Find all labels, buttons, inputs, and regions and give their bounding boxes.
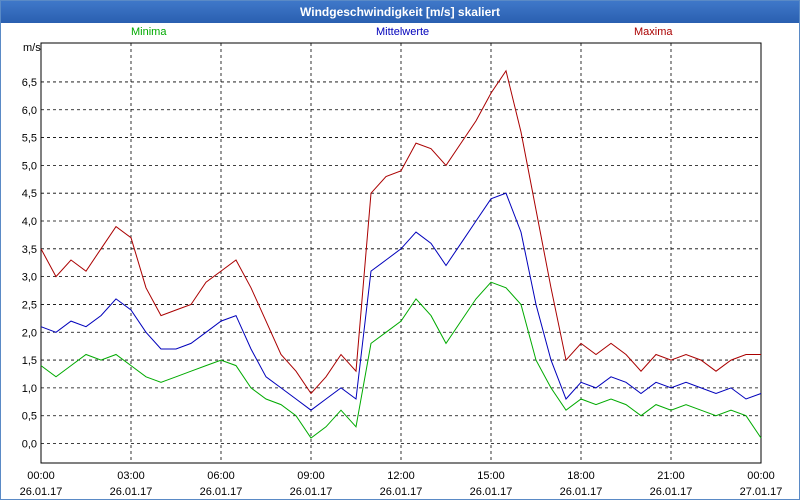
y-tick-label: 3,0	[22, 272, 37, 284]
x-tick-time: 12:00	[387, 470, 415, 482]
y-tick-label: 4,0	[22, 216, 37, 228]
series-line-maxima	[40, 69, 761, 395]
y-axis-label: m/s	[23, 42, 41, 54]
x-tick-date: 26.01.17	[650, 486, 693, 498]
x-tick-time: 03:00	[117, 470, 145, 482]
x-tick-date: 27.01.17	[740, 486, 783, 498]
x-tick-time: 18:00	[567, 470, 595, 482]
y-tick-label: 2,0	[22, 327, 37, 339]
y-tick-label: 5,0	[22, 160, 37, 172]
legend-maxima: Maxima	[634, 26, 673, 38]
legend-mittelwerte: Mittelwerte	[376, 26, 429, 38]
x-tick-time: 00:00	[27, 470, 55, 482]
y-tick-label: 1,5	[22, 355, 37, 367]
x-tick-time: 00:00	[747, 470, 775, 482]
legend-minima: Minima	[131, 26, 167, 38]
x-tick-time: 06:00	[207, 470, 235, 482]
x-tick-date: 26.01.17	[290, 486, 333, 498]
x-tick-date: 26.01.17	[470, 486, 513, 498]
x-tick-date: 26.01.17	[20, 486, 63, 498]
x-tick-date: 26.01.17	[560, 486, 603, 498]
x-tick-time: 21:00	[657, 470, 685, 482]
y-tick-label: 2,5	[22, 299, 37, 311]
y-tick-label: 0,5	[22, 411, 37, 423]
y-tick-label: 4,5	[22, 188, 37, 200]
y-tick-label: 6,5	[22, 77, 37, 89]
x-tick-time: 15:00	[477, 470, 505, 482]
y-tick-label: 3,5	[22, 244, 37, 256]
y-tick-label: 5,5	[22, 133, 37, 145]
series-line-mittelwerte	[40, 192, 762, 411]
y-tick-label: 1,0	[22, 383, 37, 395]
y-tick-label: 0,0	[22, 439, 37, 451]
x-tick-time: 09:00	[297, 470, 325, 482]
x-tick-date: 26.01.17	[380, 486, 423, 498]
y-tick-label: 6,0	[22, 105, 37, 117]
window-title: Windgeschwindigkeit [m/s] skaliert	[1, 1, 799, 23]
series-line-minima	[40, 281, 762, 439]
x-tick-date: 26.01.17	[110, 486, 153, 498]
x-tick-date: 26.01.17	[200, 486, 243, 498]
